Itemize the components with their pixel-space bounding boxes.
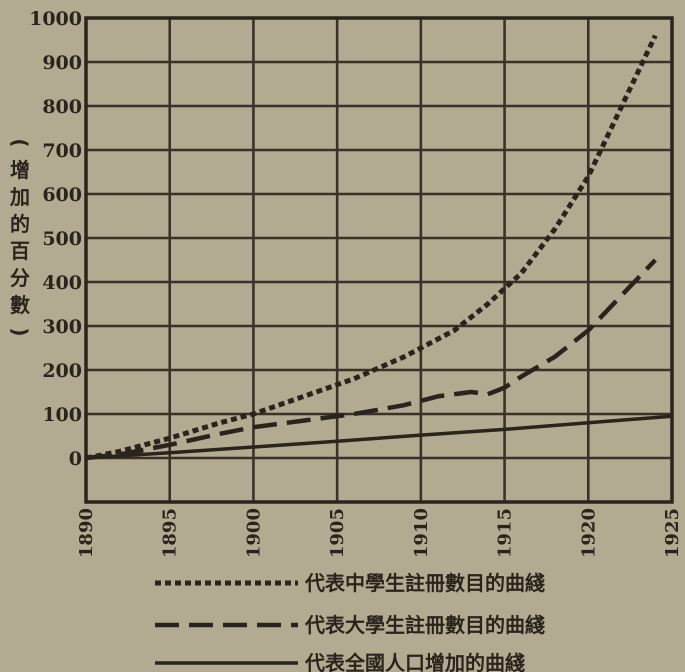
y-axis-label-char: ) bbox=[8, 327, 32, 336]
y-axis-label-char: 數 bbox=[10, 293, 30, 317]
y-axis-label-char: 的 bbox=[10, 212, 30, 236]
x-tick-label: 1895 bbox=[160, 508, 181, 558]
y-tick-label: 0 bbox=[69, 448, 82, 470]
y-tick-label: 200 bbox=[42, 360, 82, 382]
series-line-3 bbox=[85, 414, 673, 460]
y-axis-label-char: 增 bbox=[10, 158, 30, 182]
legend-label-1: 代表中學生註冊數目的曲綫 bbox=[304, 571, 545, 595]
legend-label-3: 代表全國人口增加的曲綫 bbox=[304, 651, 525, 672]
y-axis-label-char: 加 bbox=[9, 185, 30, 209]
legend-label-2: 代表大學生註冊數目的曲綫 bbox=[304, 613, 545, 637]
y-tick-label: 700 bbox=[42, 140, 82, 162]
x-tick-label: 1890 bbox=[76, 508, 97, 558]
y-axis-label-char: ( bbox=[8, 138, 32, 147]
y-axis-label-char: 分 bbox=[10, 266, 30, 290]
x-tick-label: 1920 bbox=[578, 508, 599, 558]
x-axis-ticks: 1890 1895 1900 1905 1910 1915 1920 1925 bbox=[76, 508, 683, 558]
series-line-1 bbox=[85, 34, 658, 461]
y-tick-label: 100 bbox=[42, 404, 82, 426]
plot-frame bbox=[84, 16, 674, 504]
x-tick-label: 1925 bbox=[662, 508, 683, 558]
x-tick-label: 1910 bbox=[411, 508, 432, 558]
y-axis-label-char: 百 bbox=[10, 239, 30, 263]
series-line-2 bbox=[85, 258, 657, 461]
y-tick-label: 900 bbox=[42, 52, 82, 74]
x-tick-label: 1900 bbox=[243, 508, 264, 558]
y-tick-label: 500 bbox=[42, 228, 82, 250]
y-tick-label: 600 bbox=[42, 184, 82, 206]
chart-grid bbox=[84, 16, 674, 502]
y-tick-label: 1000 bbox=[29, 8, 82, 30]
y-tick-label: 800 bbox=[42, 96, 82, 118]
chart-series bbox=[85, 34, 673, 461]
y-tick-label: 400 bbox=[42, 272, 82, 294]
x-tick-label: 1905 bbox=[327, 508, 348, 558]
x-tick-label: 1915 bbox=[495, 508, 516, 558]
plot-border bbox=[84, 16, 674, 504]
y-tick-label: 300 bbox=[42, 316, 82, 338]
y-axis-ticks: 0 100 200 300 400 500 600 700 800 900 1000 bbox=[29, 8, 82, 470]
